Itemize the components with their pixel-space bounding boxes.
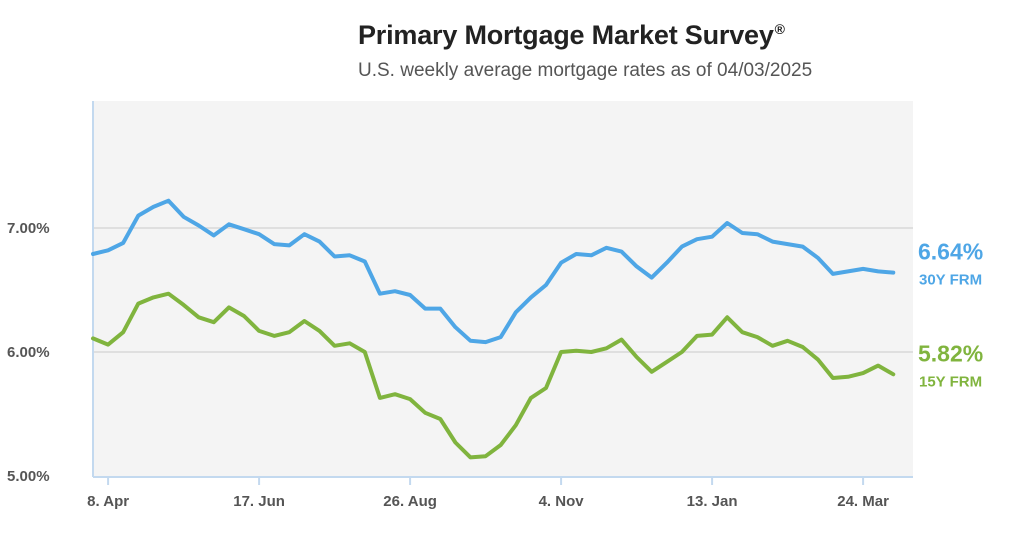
end-value-label: 6.64% xyxy=(918,239,983,265)
series-line-15y xyxy=(91,291,896,460)
x-tick-label: 26. Aug xyxy=(383,493,437,510)
chart-subtitle: U.S. weekly average mortgage rates as of… xyxy=(358,60,813,81)
series-line-30y xyxy=(91,198,896,345)
title-block: Primary Mortgage Market Survey® U.S. wee… xyxy=(358,20,812,82)
end-labels: 6.64% 30Y FRM 5.82% 15Y FRM xyxy=(918,239,983,391)
y-axis-ticks: 5.00% 6.00% 7.00% xyxy=(7,220,50,485)
x-tick-label: 8. Apr xyxy=(87,493,129,510)
x-axis-ticks: 8. Apr 17. Jun 26. Aug 4. Nov 13. Jan 24. Mar xyxy=(87,477,889,510)
y-tick-label: 5.00% xyxy=(7,468,50,485)
x-tick-label: 4. Nov xyxy=(539,493,585,510)
end-value-label: 5.82% xyxy=(918,340,983,366)
x-tick-label: 24. Mar xyxy=(837,493,889,510)
y-tick-label: 7.00% xyxy=(7,220,50,237)
series-lines xyxy=(91,198,896,460)
x-tick-label: 13. Jan xyxy=(687,493,738,510)
gridlines xyxy=(93,227,913,353)
series-name-label: 15Y FRM xyxy=(919,373,982,390)
x-tick-label: 17. Jun xyxy=(233,493,285,510)
chart-title: Primary Mortgage Market Survey® xyxy=(358,20,785,50)
plot-area xyxy=(93,101,913,477)
registered-mark: ® xyxy=(774,21,785,37)
series-name-label: 30Y FRM xyxy=(919,272,982,289)
y-tick-label: 6.00% xyxy=(7,344,50,361)
